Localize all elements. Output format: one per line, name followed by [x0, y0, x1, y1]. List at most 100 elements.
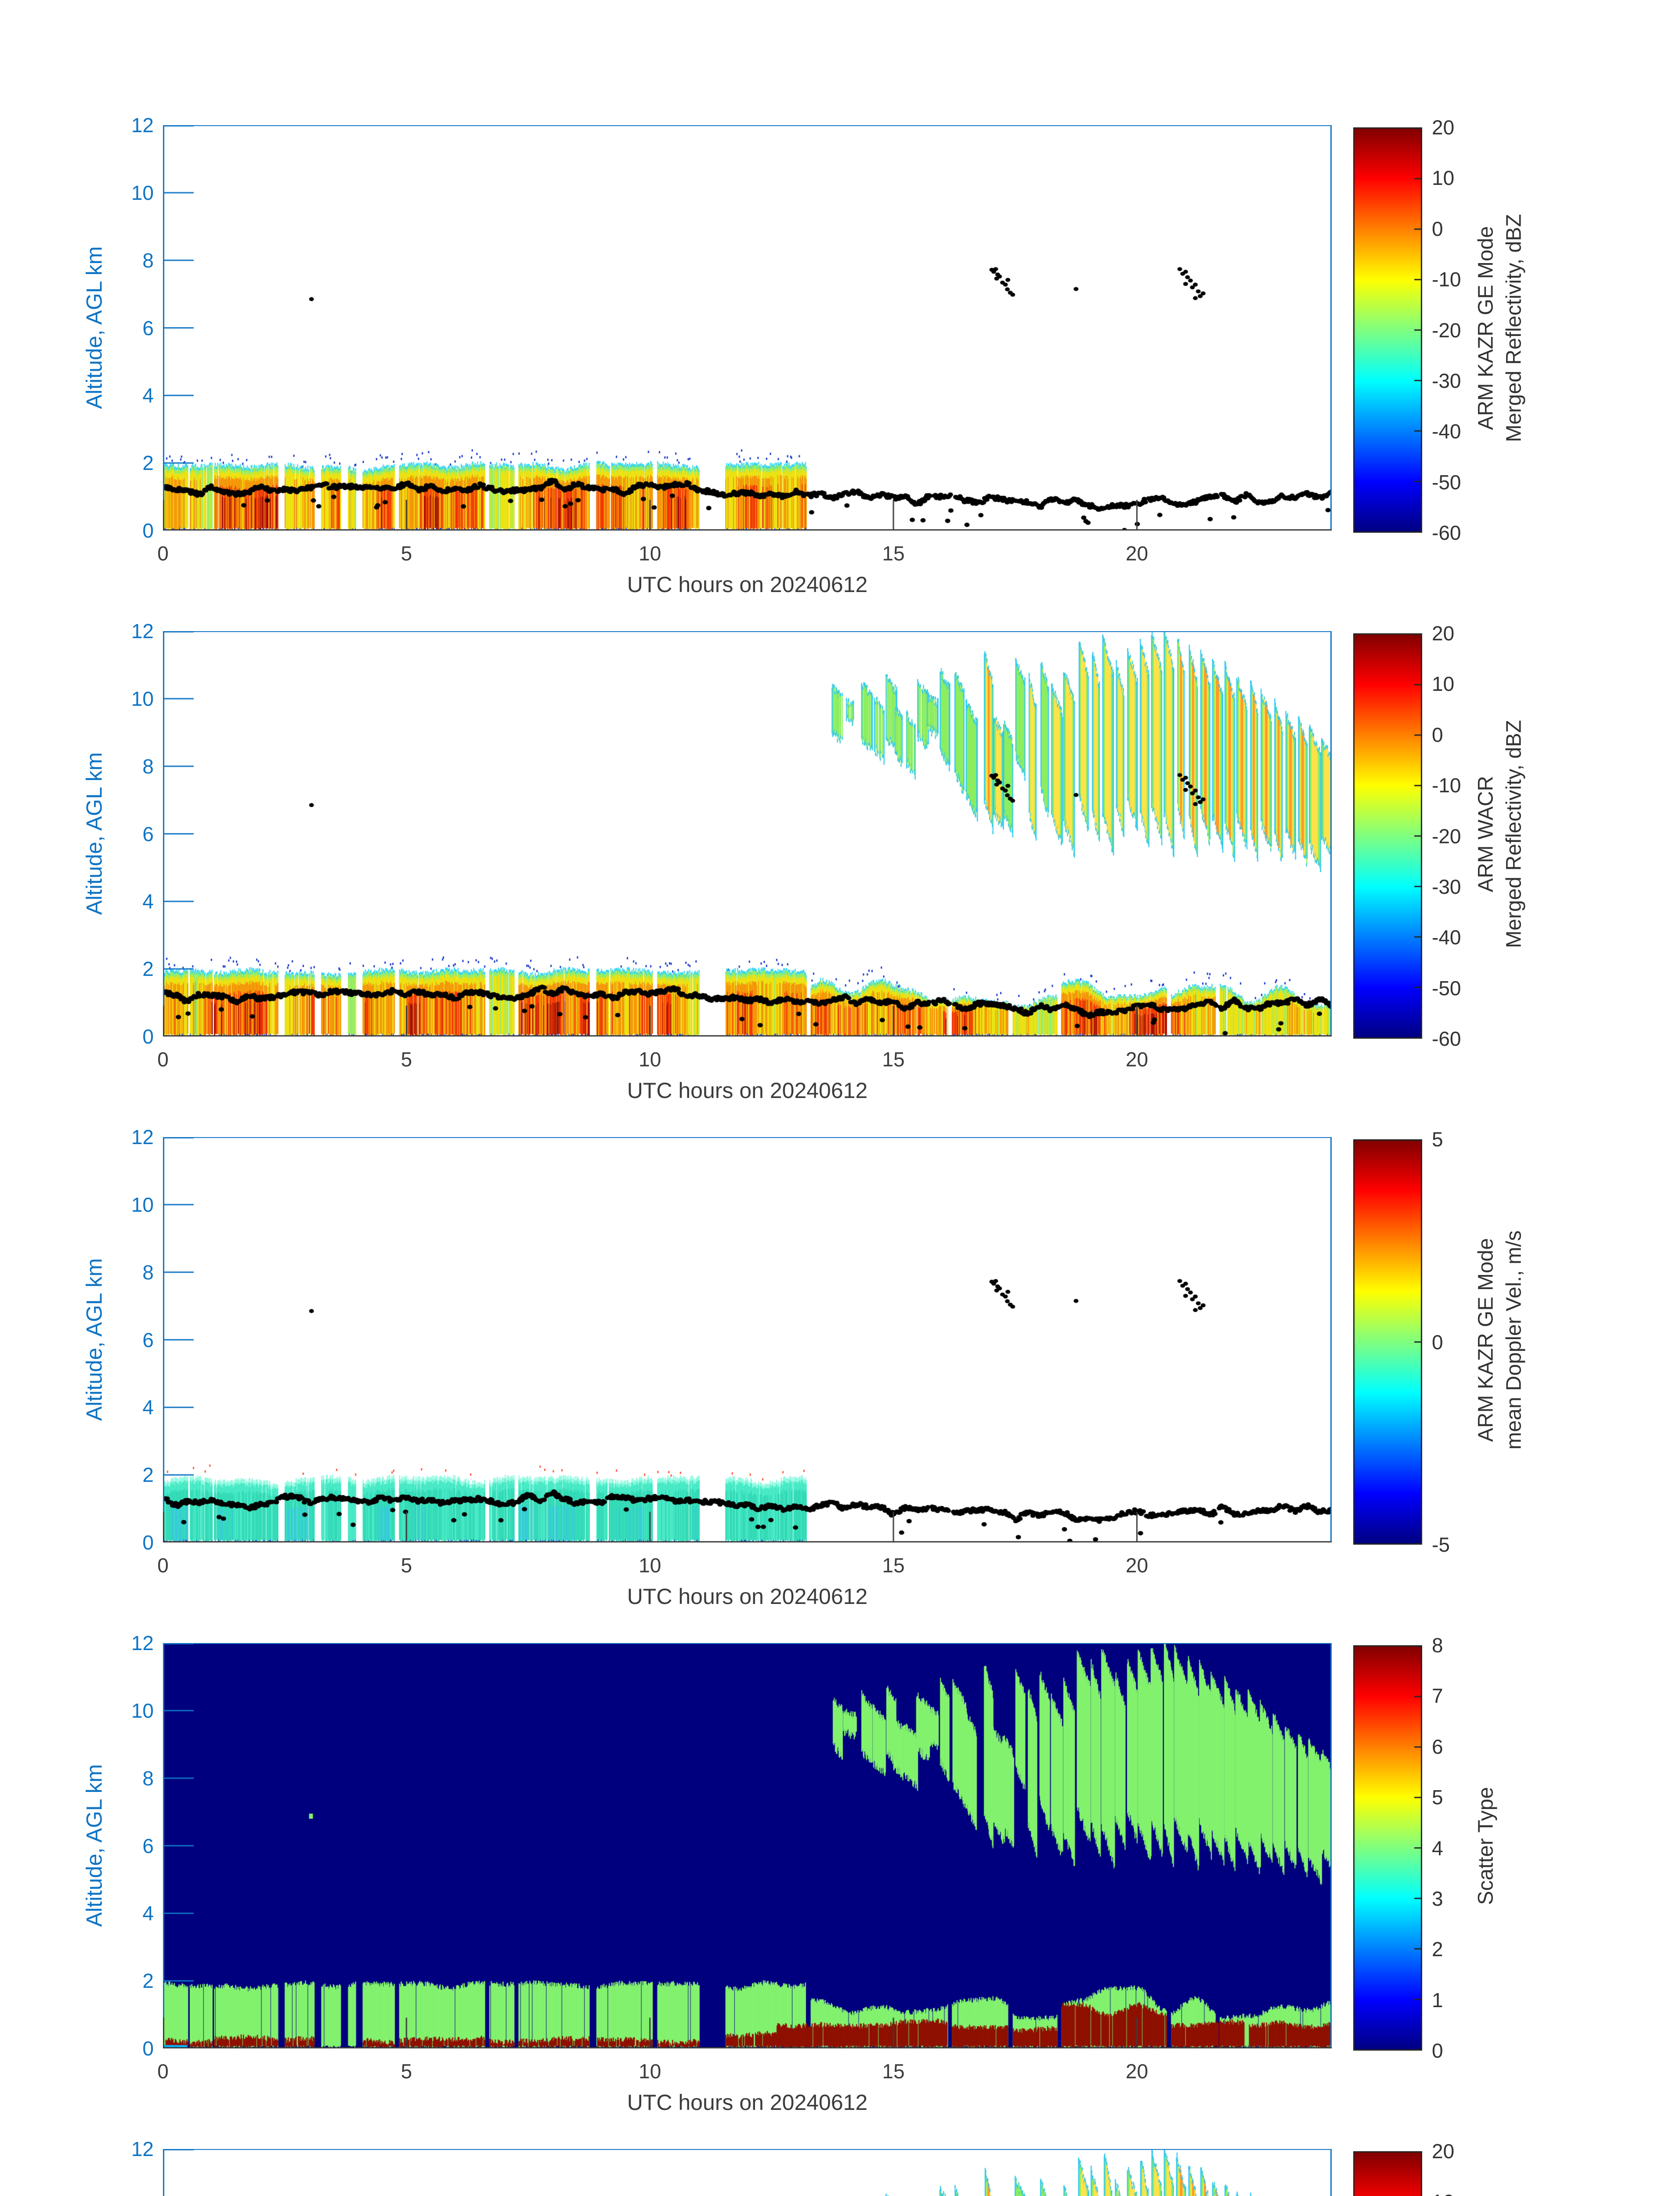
- tick-label: 20: [1432, 116, 1455, 139]
- tick-label: 5: [401, 542, 412, 565]
- tick-label: 10: [131, 687, 154, 710]
- panel-wacr-reflectivity: Altitude, AGL km 0 2 4 6 8 10 12 0 5 10 15 20 UTC …: [0, 506, 1680, 1103]
- tick-label: 15: [882, 542, 905, 565]
- tick-label: 0: [157, 1554, 169, 1577]
- tick-label: 6: [142, 1328, 154, 1351]
- tick-label: -20: [1432, 318, 1461, 342]
- tick-label: 8: [142, 1766, 154, 1790]
- colorbar-label: ARM KAZR GE Mode Merged Reflectivity, dB…: [1472, 126, 1530, 531]
- tick-label: 20: [1125, 542, 1149, 565]
- tick-label: 20: [1125, 1554, 1149, 1577]
- colorbar: [1353, 127, 1422, 533]
- tick-label: 10: [1432, 166, 1455, 190]
- tick-label: -40: [1432, 420, 1461, 443]
- tick-label: -10: [1432, 774, 1461, 797]
- tick-label: 0: [157, 1048, 169, 1071]
- colorbar-label: ARM KAZR GE Mode mean Doppler Vel., m/s: [1472, 1138, 1530, 1543]
- x-axis-label: UTC hours on 20240612: [627, 2090, 868, 2115]
- tick-label: 7: [1432, 1684, 1443, 1708]
- tick-label: -10: [1432, 268, 1461, 291]
- tick-label: -5: [1432, 1533, 1450, 1556]
- plot-canvas: [163, 2149, 1332, 2196]
- tick-label: 4: [142, 384, 154, 407]
- tick-label: 2: [142, 1463, 154, 1487]
- tick-label: 10: [1432, 672, 1455, 696]
- tick-label: 6: [142, 316, 154, 340]
- x-axis-label: UTC hours on 20240612: [627, 572, 868, 597]
- tick-label: -60: [1432, 521, 1461, 544]
- tick-label: 6: [142, 822, 154, 845]
- tick-label: 10: [131, 1699, 154, 1722]
- tick-label: 2: [142, 1969, 154, 1993]
- tick-label: 0: [142, 519, 154, 542]
- tick-label: 8: [1432, 1634, 1443, 1657]
- tick-label: -50: [1432, 976, 1461, 1000]
- tick-label: 12: [131, 114, 154, 137]
- tick-label: 0: [142, 1025, 154, 1048]
- colorbar: [1353, 2151, 1422, 2196]
- colorbar-label-line2: mean Doppler Vel., m/s: [1502, 1230, 1526, 1450]
- tick-label: -30: [1432, 369, 1461, 392]
- tick-label: 8: [142, 755, 154, 778]
- tick-label: 10: [639, 1048, 661, 1071]
- tick-label: 3: [1432, 1887, 1443, 1910]
- tick-label: -60: [1432, 1027, 1461, 1050]
- tick-label: -50: [1432, 470, 1461, 494]
- colorbar: [1353, 1139, 1422, 1545]
- tick-label: 0: [1432, 1330, 1443, 1354]
- colorbar-label-line2: Merged Reflectivity, dBZ: [1502, 720, 1526, 948]
- tick-label: 2: [142, 451, 154, 475]
- tick-label: 0: [157, 2060, 169, 2083]
- tick-label: 10: [639, 1554, 661, 1577]
- colorbar-label: ARM WACR Merged Reflectivity, dBZ: [1472, 632, 1530, 1037]
- tick-label: 15: [882, 1554, 905, 1577]
- tick-label: 20: [1125, 1048, 1149, 1071]
- tick-label: 10: [131, 181, 154, 204]
- tick-label: 4: [142, 1902, 154, 1925]
- tick-label: 10: [1432, 2189, 1528, 2196]
- colorbar-label-line1: ARM WACR: [1474, 776, 1498, 892]
- tick-label: 20: [1432, 622, 1455, 645]
- colorbar-label-line2: Merged Reflectivity, dBZ: [1502, 214, 1526, 442]
- tick-label: 12: [131, 1126, 154, 1149]
- panel-kazr-ge-reflectivity: Altitude, AGL km 0 2 4 6 8 10 12 0 5 10 15 20 UTC …: [0, 0, 1680, 597]
- tick-label: 2: [1432, 1938, 1443, 1961]
- tick-label: -30: [1432, 875, 1461, 898]
- tick-label: 5: [1432, 1128, 1443, 1151]
- tick-label: 0: [1432, 217, 1443, 240]
- tick-label: 4: [142, 890, 154, 913]
- tick-label: 12: [131, 2138, 154, 2160]
- plot-canvas: [163, 631, 1332, 1037]
- tick-label: 0: [142, 1531, 154, 1554]
- colorbar-label-line1: ARM KAZR GE Mode: [1474, 226, 1498, 430]
- tick-label: 6: [1432, 1735, 1443, 1758]
- tick-label: 20: [1432, 2140, 1455, 2163]
- tick-label: -40: [1432, 926, 1461, 949]
- colorbar-label: Scatter Type: [1472, 1643, 1530, 2049]
- colorbar-label-line1: Scatter Type: [1474, 1787, 1498, 1905]
- panel-kazr-doppler-velocity: Altitude, AGL km 0 2 4 6 8 10 12 0 5 10 15 20 UTC …: [0, 1012, 1680, 1609]
- tick-label: 12: [131, 1632, 154, 1654]
- tick-label: 1: [1432, 1988, 1443, 2012]
- tick-label: 15: [882, 2060, 905, 2083]
- tick-label: 0: [1432, 2039, 1443, 2062]
- tick-label: 10: [639, 2060, 661, 2083]
- colorbar-label: De-Cluttered Max Refl., dB: [1472, 2149, 1530, 2196]
- tick-label: 4: [1432, 1836, 1443, 1860]
- colorbar: [1353, 633, 1422, 1039]
- tick-label: 5: [1432, 1786, 1443, 1809]
- tick-label: 10: [639, 542, 661, 565]
- tick-label: 0: [157, 542, 169, 565]
- tick-label: 12: [131, 620, 154, 643]
- tick-label: 4: [142, 1396, 154, 1419]
- tick-label: 5: [401, 1554, 412, 1577]
- colorbar-label-line1: De-Cluttered Max Refl., dB: [1472, 2149, 1500, 2196]
- tick-label: 0: [1432, 723, 1443, 746]
- tick-label: 20: [1125, 2060, 1149, 2083]
- tick-label: 10: [131, 1193, 154, 1216]
- plot-canvas: [163, 1137, 1332, 1542]
- tick-label: 6: [142, 1834, 154, 1857]
- panel-scatter-type: Altitude, AGL km 0 2 4 6 8 10 12 0 5 10 15 20 UTC …: [0, 1518, 1680, 2115]
